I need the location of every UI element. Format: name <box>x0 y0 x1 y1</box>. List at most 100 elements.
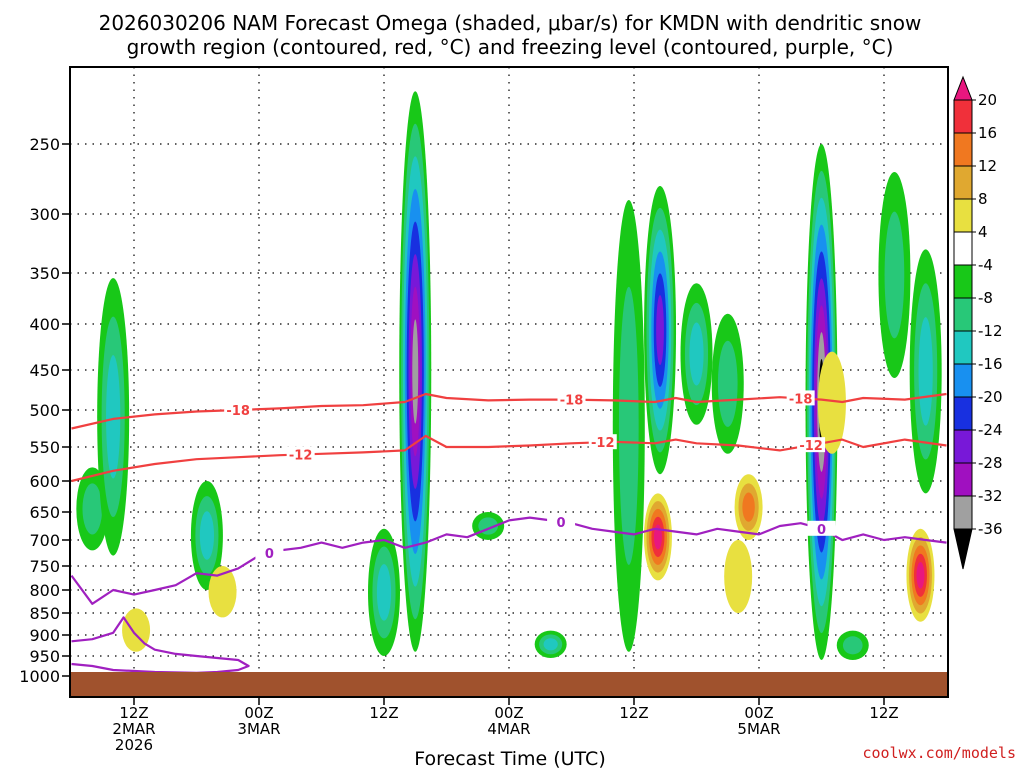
colorbar-cell-13 <box>953 495 973 530</box>
contour-label-dendritic_minus12-0: -12 <box>289 448 313 463</box>
contour-label-bg-dendritic_minus18-0 <box>224 402 253 417</box>
omega-cell-4-level-4 <box>208 566 237 618</box>
x-tick-label-84-0: 12Z <box>869 704 898 722</box>
colorbar-bottom-arrow <box>953 528 973 570</box>
omega-plume-1-level--12 <box>106 355 121 479</box>
contour-label-bg-dendritic_minus18-2 <box>786 390 815 406</box>
y-tick-label-600: 600 <box>29 472 60 491</box>
colorbar-label-5: -4 <box>978 256 993 274</box>
x-tick-label-72-0: 00Z <box>744 704 773 722</box>
y-tick-label-650: 650 <box>29 503 60 522</box>
colorbar-label-1: 16 <box>978 124 997 142</box>
y-tick-label-350: 350 <box>29 264 60 283</box>
colorbar: 20 16 12 8 4 -4 -8 -12 -16 -20 -24 -28 -32 -36 <box>953 75 1003 570</box>
colorbar-label-11: -28 <box>978 454 1003 472</box>
contour-label-bg-freezing_level-2 <box>807 520 836 536</box>
colorbar-label-9: -20 <box>978 388 1003 406</box>
chart-title-line2: growth region (contoured, red, °C) and f… <box>127 35 894 59</box>
gridlines <box>70 67 948 697</box>
colorbar-cell-2 <box>953 132 973 167</box>
colorbar-cell-6 <box>953 264 973 299</box>
y-tick-label-450: 450 <box>29 361 60 380</box>
x-tick-label-12-0: 12Z <box>119 704 148 722</box>
contour-lines: -18 -18 -18 -12 -12 -12 0 0 0 <box>70 390 947 674</box>
chart-title-line1: 2026030206 NAM Forecast Omega (shaded, μ… <box>99 11 922 35</box>
colorbar-label-2: 12 <box>978 157 997 175</box>
colorbar-label-0: 20 <box>978 91 997 109</box>
omega-cell-6-level-4 <box>817 351 846 454</box>
omega-plume-13-level--8 <box>884 211 905 339</box>
x-tick-label-72-1: 5MAR <box>737 720 780 738</box>
contour-label-bg-dendritic_minus12-0 <box>286 446 315 462</box>
colorbar-label-8: -16 <box>978 355 1003 373</box>
contour-label-bg-dendritic_minus12-1 <box>588 434 617 450</box>
omega-cell-5-level-4 <box>724 540 753 613</box>
y-tick-label-400: 400 <box>29 315 60 334</box>
omega-plume-8-level--24 <box>656 295 664 366</box>
colorbar-cell-11 <box>953 429 973 464</box>
omega-cell-0-level-20 <box>653 524 662 550</box>
omega-plume-4-level--32 <box>412 319 419 424</box>
y-axis: 250 300 350 400 450 500 550 600 650 700 750 800 850 9… <box>19 135 70 686</box>
y-tick-label-550: 550 <box>29 438 60 457</box>
colorbar-label-7: -12 <box>978 322 1003 340</box>
ground-terrain <box>70 672 948 697</box>
x-tick-label-12-2: 2026 <box>115 736 153 754</box>
colorbar-cell-4 <box>953 198 973 233</box>
colorbar-top-arrow <box>953 75 973 101</box>
x-tick-label-60-0: 12Z <box>619 704 648 722</box>
contour-label-dendritic_minus12-2: -12 <box>799 439 823 454</box>
omega-plume-10-level--8 <box>717 340 738 427</box>
colorbar-cell-10 <box>953 396 973 431</box>
colorbar-label-10: -24 <box>978 421 1003 439</box>
plot-area: -18 -18 -18 -12 -12 -12 0 0 0 <box>70 67 948 697</box>
contour-label-dendritic_minus12-1: -12 <box>591 436 615 451</box>
y-tick-label-900: 900 <box>29 626 60 645</box>
contour-label-freezing_level-1: 0 <box>557 516 566 531</box>
contour-label-dendritic_minus18-2: -18 <box>789 392 813 407</box>
contour-label-freezing_level-2: 0 <box>817 523 826 538</box>
omega-shading <box>76 91 942 660</box>
y-tick-label-1000: 1000 <box>19 667 60 686</box>
omega-plume-12-level--8 <box>842 636 863 655</box>
omega-plume-14-level--12 <box>918 317 933 426</box>
y-tick-label-500: 500 <box>29 401 60 420</box>
contour-label-freezing_level-0: 0 <box>265 547 274 562</box>
x-tick-label-24-1: 3MAR <box>237 720 280 738</box>
contour-label-bg-freezing_level-0 <box>255 545 284 560</box>
omega-plume-0-level--8 <box>82 483 103 535</box>
y-tick-label-800: 800 <box>29 581 60 600</box>
x-tick-label-12-1: 2MAR <box>112 720 155 738</box>
omega-plume-2-level--12 <box>199 511 215 560</box>
colorbar-cell-8 <box>953 330 973 365</box>
x-tick-label-36-0: 12Z <box>369 704 398 722</box>
colorbar-label-6: -8 <box>978 289 993 307</box>
y-tick-label-950: 950 <box>29 647 60 666</box>
contour-freezing_level <box>70 516 947 605</box>
contour-label-dendritic_minus18-0: -18 <box>226 404 250 419</box>
contour-label-bg-dendritic_minus12-2 <box>797 437 826 453</box>
colorbar-label-12: -32 <box>978 487 1003 505</box>
credit-text: coolwx.com/models <box>862 744 1016 762</box>
omega-cell-1-level-12 <box>742 492 755 522</box>
y-tick-label-750: 750 <box>29 557 60 576</box>
x-axis-title: Forecast Time (UTC) <box>414 748 605 768</box>
omega-plume-9-level--12 <box>689 322 704 386</box>
omega-plume-6-level--12 <box>543 638 558 651</box>
omega-cell-2-level-20 <box>916 562 925 589</box>
x-tick-label-48-1: 4MAR <box>487 720 530 738</box>
x-tick-label-24-0: 00Z <box>244 704 273 722</box>
omega-plume-3-level--12 <box>376 564 392 621</box>
y-tick-label-850: 850 <box>29 604 60 623</box>
contour-label-dendritic_minus18-1: -18 <box>560 394 584 409</box>
colorbar-cell-3 <box>953 165 973 200</box>
colorbar-cell-9 <box>953 363 973 398</box>
colorbar-cell-7 <box>953 297 973 332</box>
colorbar-label-4: 4 <box>978 223 988 241</box>
omega-plume-7-level--8 <box>618 286 639 565</box>
x-tick-label-48-0: 00Z <box>494 704 523 722</box>
contour-label-bg-dendritic_minus18-1 <box>557 391 586 407</box>
colorbar-cell-5 <box>953 231 973 266</box>
